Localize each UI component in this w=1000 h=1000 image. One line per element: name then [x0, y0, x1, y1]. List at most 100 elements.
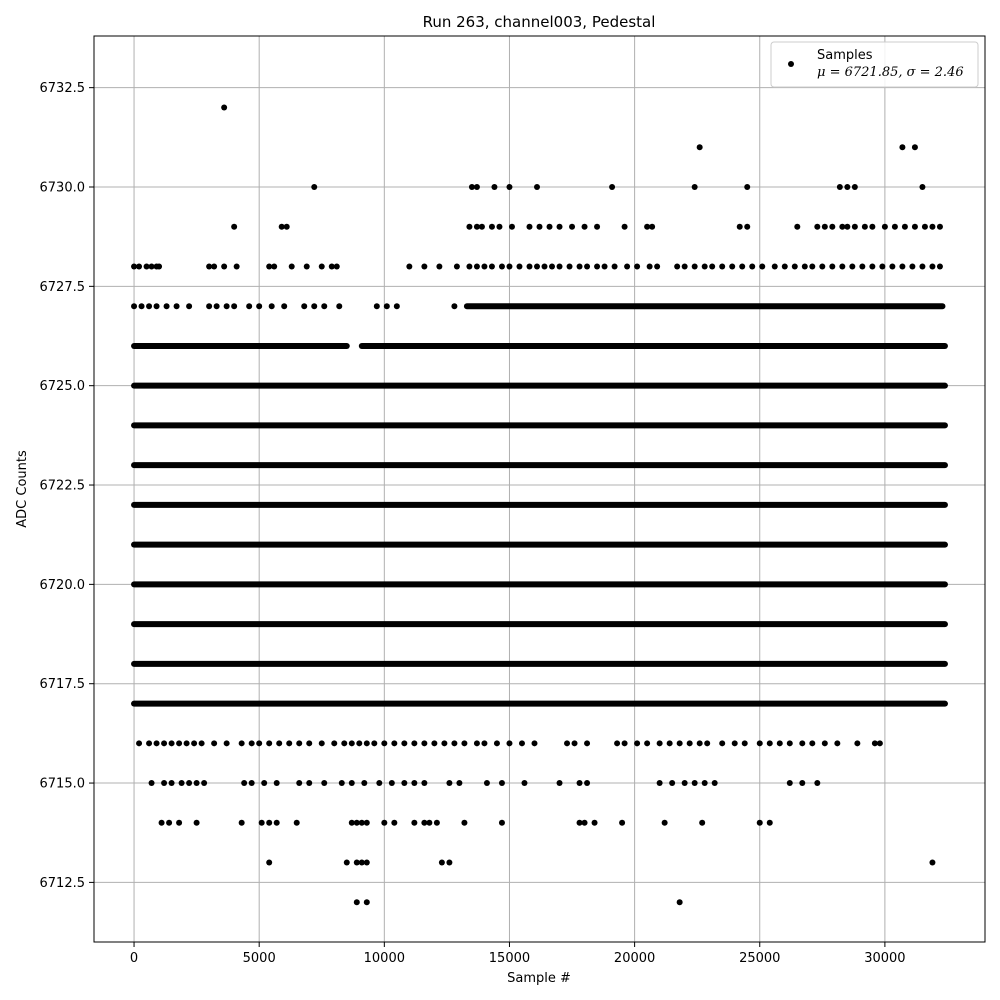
data-point	[241, 780, 248, 787]
data-point	[526, 223, 533, 230]
data-point	[506, 740, 513, 747]
data-point	[421, 819, 428, 826]
data-point	[624, 263, 631, 270]
data-point	[836, 184, 843, 190]
y-tick-label: 6727.5	[40, 280, 86, 295]
y-tick-label: 6732.5	[40, 81, 86, 96]
data-point	[146, 740, 153, 747]
data-point	[136, 263, 143, 270]
data-point	[921, 223, 928, 230]
data-point	[446, 780, 453, 787]
data-point	[273, 819, 280, 826]
data-point	[619, 819, 626, 826]
data-point	[318, 263, 325, 270]
data-point	[869, 223, 876, 230]
data-point	[564, 740, 571, 747]
data-point	[814, 780, 821, 787]
data-point	[844, 184, 851, 190]
data-point	[281, 303, 288, 310]
data-point	[861, 223, 868, 230]
data-point	[261, 780, 268, 787]
data-point	[731, 740, 738, 747]
data-point	[231, 223, 238, 230]
data-point	[709, 263, 716, 270]
data-point	[153, 740, 160, 747]
legend-series-name: Samples	[817, 48, 873, 63]
data-point	[571, 740, 578, 747]
data-point	[173, 303, 180, 310]
data-point	[696, 740, 703, 747]
data-point	[461, 740, 468, 747]
data-point	[929, 859, 936, 866]
data-point	[899, 144, 906, 151]
data-point	[531, 740, 538, 747]
data-point	[223, 303, 230, 310]
data-point	[644, 740, 651, 747]
data-point	[591, 819, 598, 826]
data-point	[336, 303, 343, 310]
data-point	[148, 780, 155, 787]
data-point	[206, 303, 213, 310]
data-point	[744, 184, 751, 190]
data-point	[353, 819, 360, 826]
data-point	[473, 184, 480, 190]
data-point	[278, 223, 285, 230]
data-point	[211, 263, 218, 270]
data-point	[736, 223, 743, 230]
data-point	[881, 223, 888, 230]
data-point	[266, 819, 273, 826]
data-point	[401, 740, 408, 747]
data-point	[358, 819, 365, 826]
data-point	[704, 740, 711, 747]
data-point	[131, 303, 138, 310]
data-point	[341, 740, 348, 747]
data-point	[136, 740, 143, 747]
data-point	[676, 740, 683, 747]
chart-title: Run 263, channel003, Pedestal	[423, 13, 656, 31]
data-point	[911, 223, 918, 230]
y-tick-label: 6712.5	[40, 876, 86, 891]
data-point	[156, 263, 163, 270]
data-point	[744, 223, 751, 230]
data-point	[929, 263, 936, 270]
data-point	[871, 740, 878, 747]
data-point	[148, 263, 155, 270]
x-tick-label: 10000	[364, 951, 405, 966]
data-point	[363, 819, 370, 826]
data-point	[248, 780, 255, 787]
data-point	[461, 819, 468, 826]
data-point	[506, 184, 513, 190]
data-point	[283, 223, 290, 230]
data-point	[411, 819, 418, 826]
data-point	[556, 223, 563, 230]
data-point	[533, 184, 540, 190]
data-point	[801, 263, 808, 270]
data-point	[158, 819, 165, 826]
data-point	[293, 819, 300, 826]
data-point	[498, 819, 505, 826]
data-point	[741, 740, 748, 747]
data-point	[919, 184, 926, 190]
data-point	[909, 263, 916, 270]
data-point	[453, 263, 460, 270]
data-point	[451, 303, 458, 310]
data-point	[854, 740, 861, 747]
data-point	[766, 819, 773, 826]
data-point	[776, 740, 783, 747]
data-point	[691, 263, 698, 270]
data-point	[161, 780, 168, 787]
data-point	[363, 899, 370, 906]
data-point	[496, 223, 503, 230]
data-point	[401, 780, 408, 787]
data-point	[483, 780, 490, 787]
data-point	[809, 740, 816, 747]
data-point	[273, 780, 280, 787]
data-point	[256, 740, 263, 747]
data-point	[681, 263, 688, 270]
data-point	[799, 740, 806, 747]
data-point	[508, 223, 515, 230]
data-point	[288, 263, 295, 270]
data-point	[473, 263, 480, 270]
data-point	[193, 780, 200, 787]
data-point	[311, 303, 318, 310]
